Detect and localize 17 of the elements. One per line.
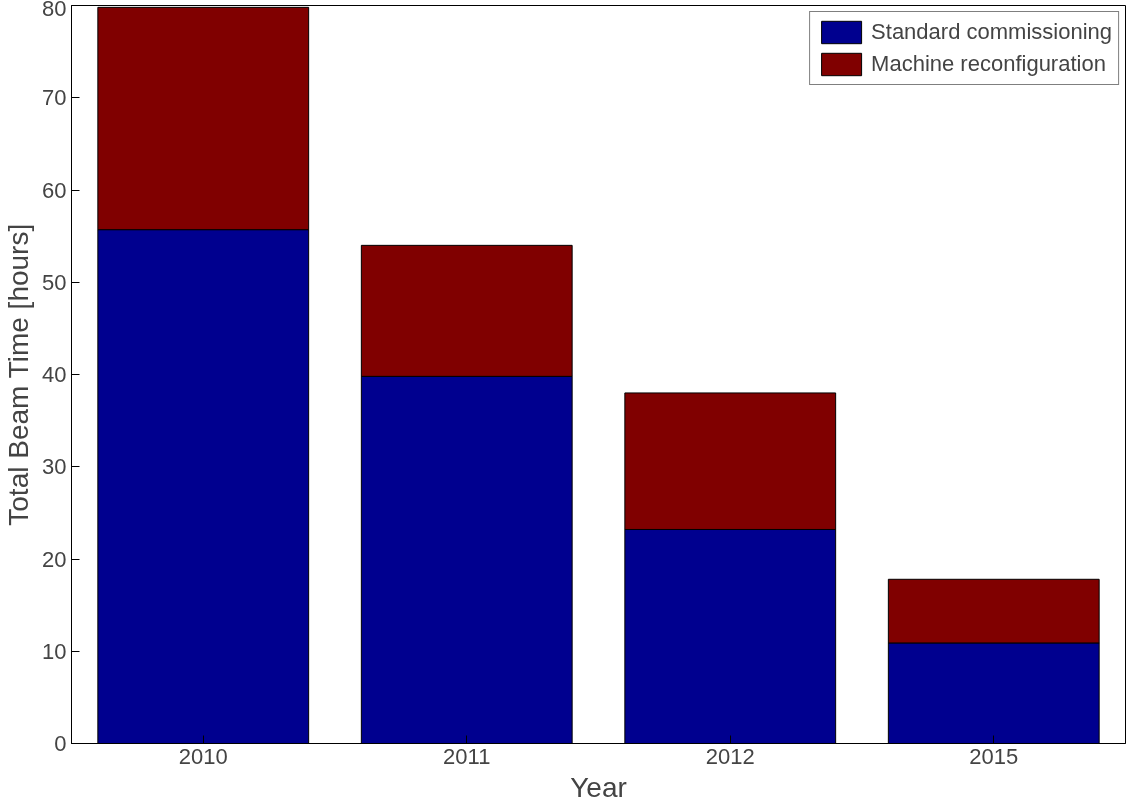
y-tick-label: 10: [42, 638, 67, 664]
y-tick-label: 0: [54, 731, 67, 756]
y-tick-label: 20: [42, 546, 67, 572]
y-tick-label: 30: [42, 454, 67, 480]
y-tick-label: 50: [42, 269, 67, 295]
y-tick-label: 40: [42, 362, 67, 387]
y-tick-label: 70: [42, 85, 67, 111]
x-tick-label: 2010: [178, 743, 228, 769]
legend-label: Standard commissioning: [871, 19, 1112, 45]
x-axis-title: Year: [570, 771, 627, 803]
legend-label: Machine reconfiguration: [871, 51, 1106, 77]
y-tick-label: 80: [42, 0, 67, 21]
x-tick-label: 2011: [443, 743, 491, 769]
y-tick-label: 60: [42, 177, 67, 203]
x-tick-label: 2015: [969, 743, 1019, 769]
x-tick-label: 2012: [705, 743, 755, 769]
y-axis-title: Total Beam Time [hours]: [3, 223, 35, 526]
